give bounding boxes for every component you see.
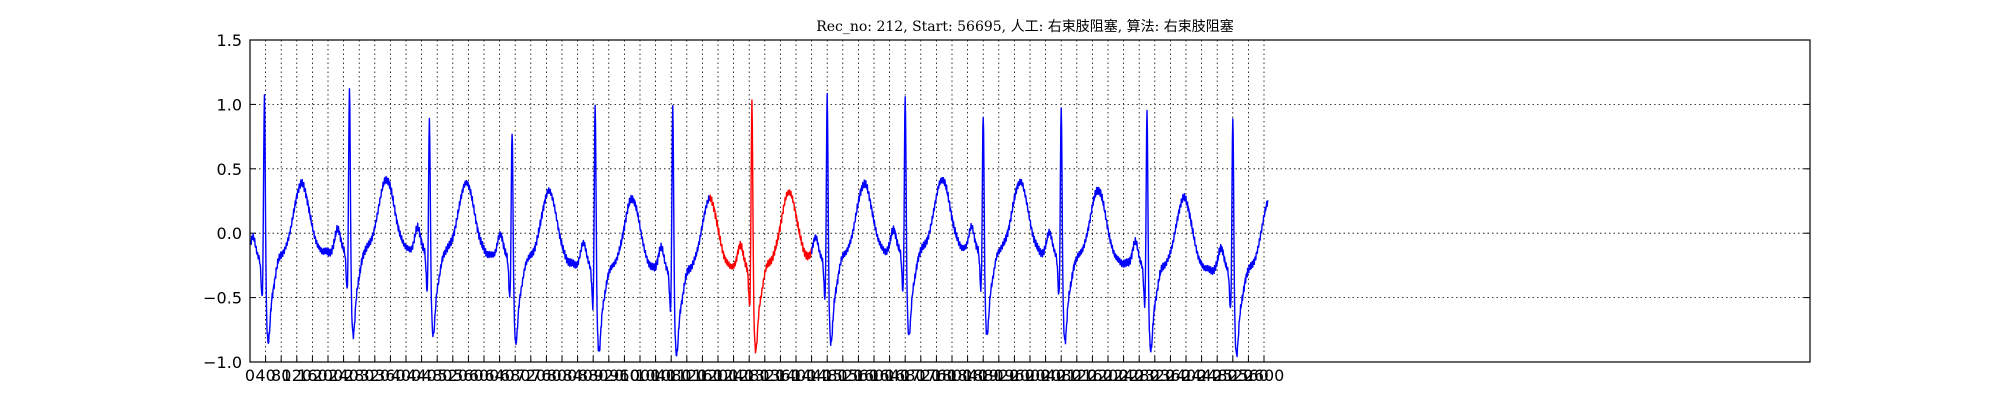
x-tick-label: 280 (344, 366, 375, 385)
x-tick-label: 160 (297, 366, 328, 385)
x-tick-label: 200 (313, 366, 344, 385)
x-tick-label: 2240 (1103, 366, 1144, 385)
x-tick-label: 1160 (682, 366, 723, 385)
x-tick-label: 2160 (1072, 366, 1113, 385)
x-tick-label: 2040 (1025, 366, 1066, 385)
y-tick-label: 0.5 (217, 160, 242, 179)
plot-area-frame (249, 39, 1811, 363)
x-axis-ticks: 0 408012016020024028032036040044048052056… (245, 356, 1284, 385)
x-tick-label: 2560 (1228, 366, 1269, 385)
x-tick-label: 1920 (978, 366, 1019, 385)
x-tick-label: 1320 (744, 366, 785, 385)
x-tick-label: 1120 (666, 366, 707, 385)
x-tick-label: 1960 (994, 366, 1035, 385)
x-tick-label: 440 (406, 366, 437, 385)
x-tick-label: 2360 (1150, 366, 1191, 385)
ecg-line-blue-2 (810, 92, 1269, 358)
x-tick-label: 80 (271, 366, 291, 385)
x-tick-label: 240 (328, 366, 359, 385)
ecg-line-blue-1 (249, 88, 711, 357)
x-tick-label: 800 (547, 366, 578, 385)
x-tick-label: 360 (375, 366, 406, 385)
x-tick-label: 40 (255, 366, 275, 385)
x-tick-label: 880 (578, 366, 609, 385)
x-tick-label: 2080 (1041, 366, 1082, 385)
ecg-series (249, 88, 1269, 358)
x-tick-label: 1200 (698, 366, 739, 385)
y-tick-label: 1.0 (217, 95, 242, 114)
x-tick-label: 760 (531, 366, 562, 385)
x-tick-label: 2520 (1212, 366, 1253, 385)
x-tick-label: 480 (422, 366, 453, 385)
grid (250, 40, 1810, 362)
x-tick-label: 920 (594, 366, 625, 385)
x-tick-label: 2480 (1197, 366, 1238, 385)
x-tick-label: 1760 (916, 366, 957, 385)
y-tick-label: −0.5 (203, 289, 242, 308)
x-tick-label: 1840 (947, 366, 988, 385)
x-tick-label: 1040 (635, 366, 676, 385)
x-tick-label: 1720 (900, 366, 941, 385)
x-tick-label: 1360 (760, 366, 801, 385)
x-tick-label: 1520 (822, 366, 863, 385)
x-tick-label: 1600 (854, 366, 895, 385)
y-axis-ticks: −1.0 −0.5 0.0 0.5 1.0 1.5 (203, 31, 1810, 372)
x-tick-label: 520 (438, 366, 469, 385)
x-tick-label: 680 (500, 366, 531, 385)
x-tick-label: 2400 (1166, 366, 1207, 385)
y-tick-label: 0.0 (217, 224, 242, 243)
chart-title: Rec_no: 212, Start: 56695, 人工: 右束肢阻塞, 算法… (816, 18, 1234, 35)
x-tick-label: 320 (360, 366, 391, 385)
x-tick-label: 2200 (1088, 366, 1129, 385)
x-tick-label: 0 (245, 366, 255, 385)
x-tick-label: 720 (516, 366, 547, 385)
x-tick-label: 1440 (791, 366, 832, 385)
x-tick-label: 960 (609, 366, 640, 385)
y-tick-label: −1.0 (203, 353, 242, 372)
x-tick-label: 2000 (1010, 366, 1051, 385)
x-tick-label: 2320 (1134, 366, 1175, 385)
x-tick-label: 1480 (807, 366, 848, 385)
x-tick-label: 400 (391, 366, 422, 385)
x-tick-label: 2440 (1181, 366, 1222, 385)
x-tick-label: 2280 (1119, 366, 1160, 385)
x-tick-label: 1000 (620, 366, 661, 385)
x-tick-label: 2120 (1056, 366, 1097, 385)
x-tick-label: 1240 (713, 366, 754, 385)
x-tick-label: 1680 (885, 366, 926, 385)
x-tick-label: 640 (484, 366, 515, 385)
x-tick-label: 1640 (869, 366, 910, 385)
x-tick-label: 560 (453, 366, 484, 385)
x-tick-label: 1080 (651, 366, 692, 385)
x-tick-label: 600 (469, 366, 500, 385)
ecg-line-red-segment (709, 99, 813, 354)
x-tick-label: 120 (282, 366, 313, 385)
x-tick-label: 1400 (776, 366, 817, 385)
x-tick-label: 1880 (963, 366, 1004, 385)
y-tick-label: 1.5 (217, 31, 242, 50)
x-tick-label: 1800 (932, 366, 973, 385)
x-tick-label: 2600 (1244, 366, 1285, 385)
x-tick-label: 840 (562, 366, 593, 385)
x-tick-label: 1280 (729, 366, 770, 385)
x-tick-label: 1560 (838, 366, 879, 385)
